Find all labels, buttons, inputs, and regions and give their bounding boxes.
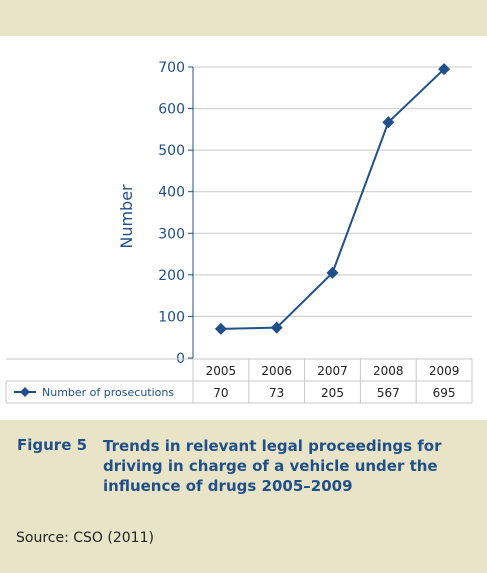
y-tick-label: 600 <box>158 102 185 118</box>
data-value-label: 70 <box>213 386 228 400</box>
x-category-label: 2009 <box>429 364 460 378</box>
figure-label: Figure 5 <box>17 436 88 454</box>
y-tick-label: 400 <box>158 185 185 201</box>
data-value-label: 205 <box>321 386 344 400</box>
figure-title: Trends in relevant legal proceedings for… <box>103 437 442 495</box>
data-value-label: 567 <box>377 386 400 400</box>
chart-panel: 0 100 200 300 400 500 600 700 Number 2005 2006 200… <box>0 36 487 410</box>
y-tick-label: 100 <box>158 309 185 325</box>
y-tick-label: 700 <box>158 60 185 76</box>
data-value-label: 695 <box>433 386 456 400</box>
source-text: Source: CSO (2011) <box>16 530 154 546</box>
y-tick-label: 300 <box>158 226 185 242</box>
y-axis-label: Number <box>117 184 136 249</box>
series-line <box>220 68 445 330</box>
top-band <box>0 0 487 36</box>
caption-box: Figure 5 Trends in relevant legal procee… <box>0 420 487 573</box>
x-category-label: 2005 <box>206 364 237 378</box>
data-point <box>326 266 339 279</box>
y-tick-label: 200 <box>158 268 185 284</box>
legend-label: Number of prosecutions <box>42 386 174 399</box>
x-category-label: 2006 <box>261 364 292 378</box>
data-point <box>382 116 395 129</box>
data-value-label: 73 <box>269 386 284 400</box>
data-point <box>214 322 227 335</box>
legend-marker <box>20 387 30 397</box>
x-category-label: 2008 <box>373 364 404 378</box>
data-point <box>270 321 283 334</box>
x-category-label: 2007 <box>317 364 348 378</box>
y-tick-label: 500 <box>158 143 185 159</box>
